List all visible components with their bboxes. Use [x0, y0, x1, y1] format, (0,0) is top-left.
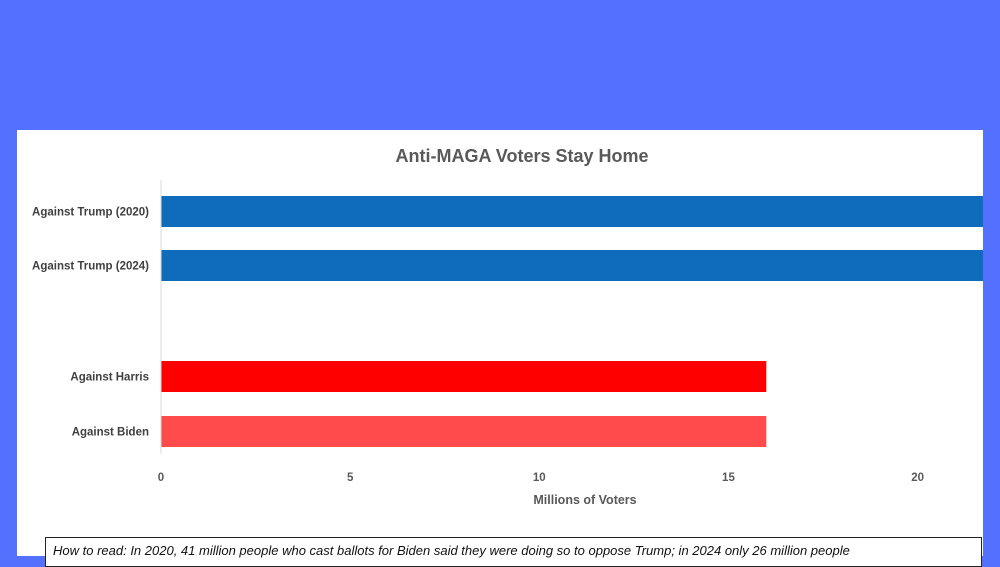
- note-text: How to read: In 2020, 41 million people …: [53, 543, 850, 558]
- category-label-against-trump-2024: Against Trump (2024): [32, 261, 149, 273]
- category-label-against-harris: Against Harris: [70, 372, 149, 384]
- how-to-read-note: How to read: In 2020, 41 million people …: [45, 537, 982, 567]
- bar-against-biden: [161, 416, 767, 447]
- bar-against-harris: [161, 361, 767, 392]
- bar-chart: Anti-MAGA Voters Stay Home Against Trump…: [32, 146, 983, 507]
- category-label-against-biden: Against Biden: [72, 427, 149, 439]
- chart-title: Anti-MAGA Voters Stay Home: [395, 146, 648, 166]
- chart-card: Anti-MAGA Voters Stay Home Against Trump…: [17, 130, 983, 556]
- bars-group: [161, 196, 983, 447]
- x-tick-label-20: 20: [911, 472, 924, 484]
- x-tick-label-15: 15: [722, 472, 735, 484]
- category-label-against-trump-2020: Against Trump (2020): [32, 207, 149, 219]
- x-tick-label-5: 5: [347, 472, 354, 484]
- x-tick-label-0: 0: [158, 472, 164, 484]
- category-labels: Against Trump (2020) Against Trump (2024)…: [32, 207, 149, 439]
- x-axis-ticks: 0510152025303540: [158, 472, 924, 484]
- bar-against-trump-2024: [161, 250, 983, 281]
- x-axis-title: Millions of Voters: [533, 493, 636, 507]
- bar-against-trump-2020: [161, 196, 983, 227]
- x-tick-label-10: 10: [533, 472, 546, 484]
